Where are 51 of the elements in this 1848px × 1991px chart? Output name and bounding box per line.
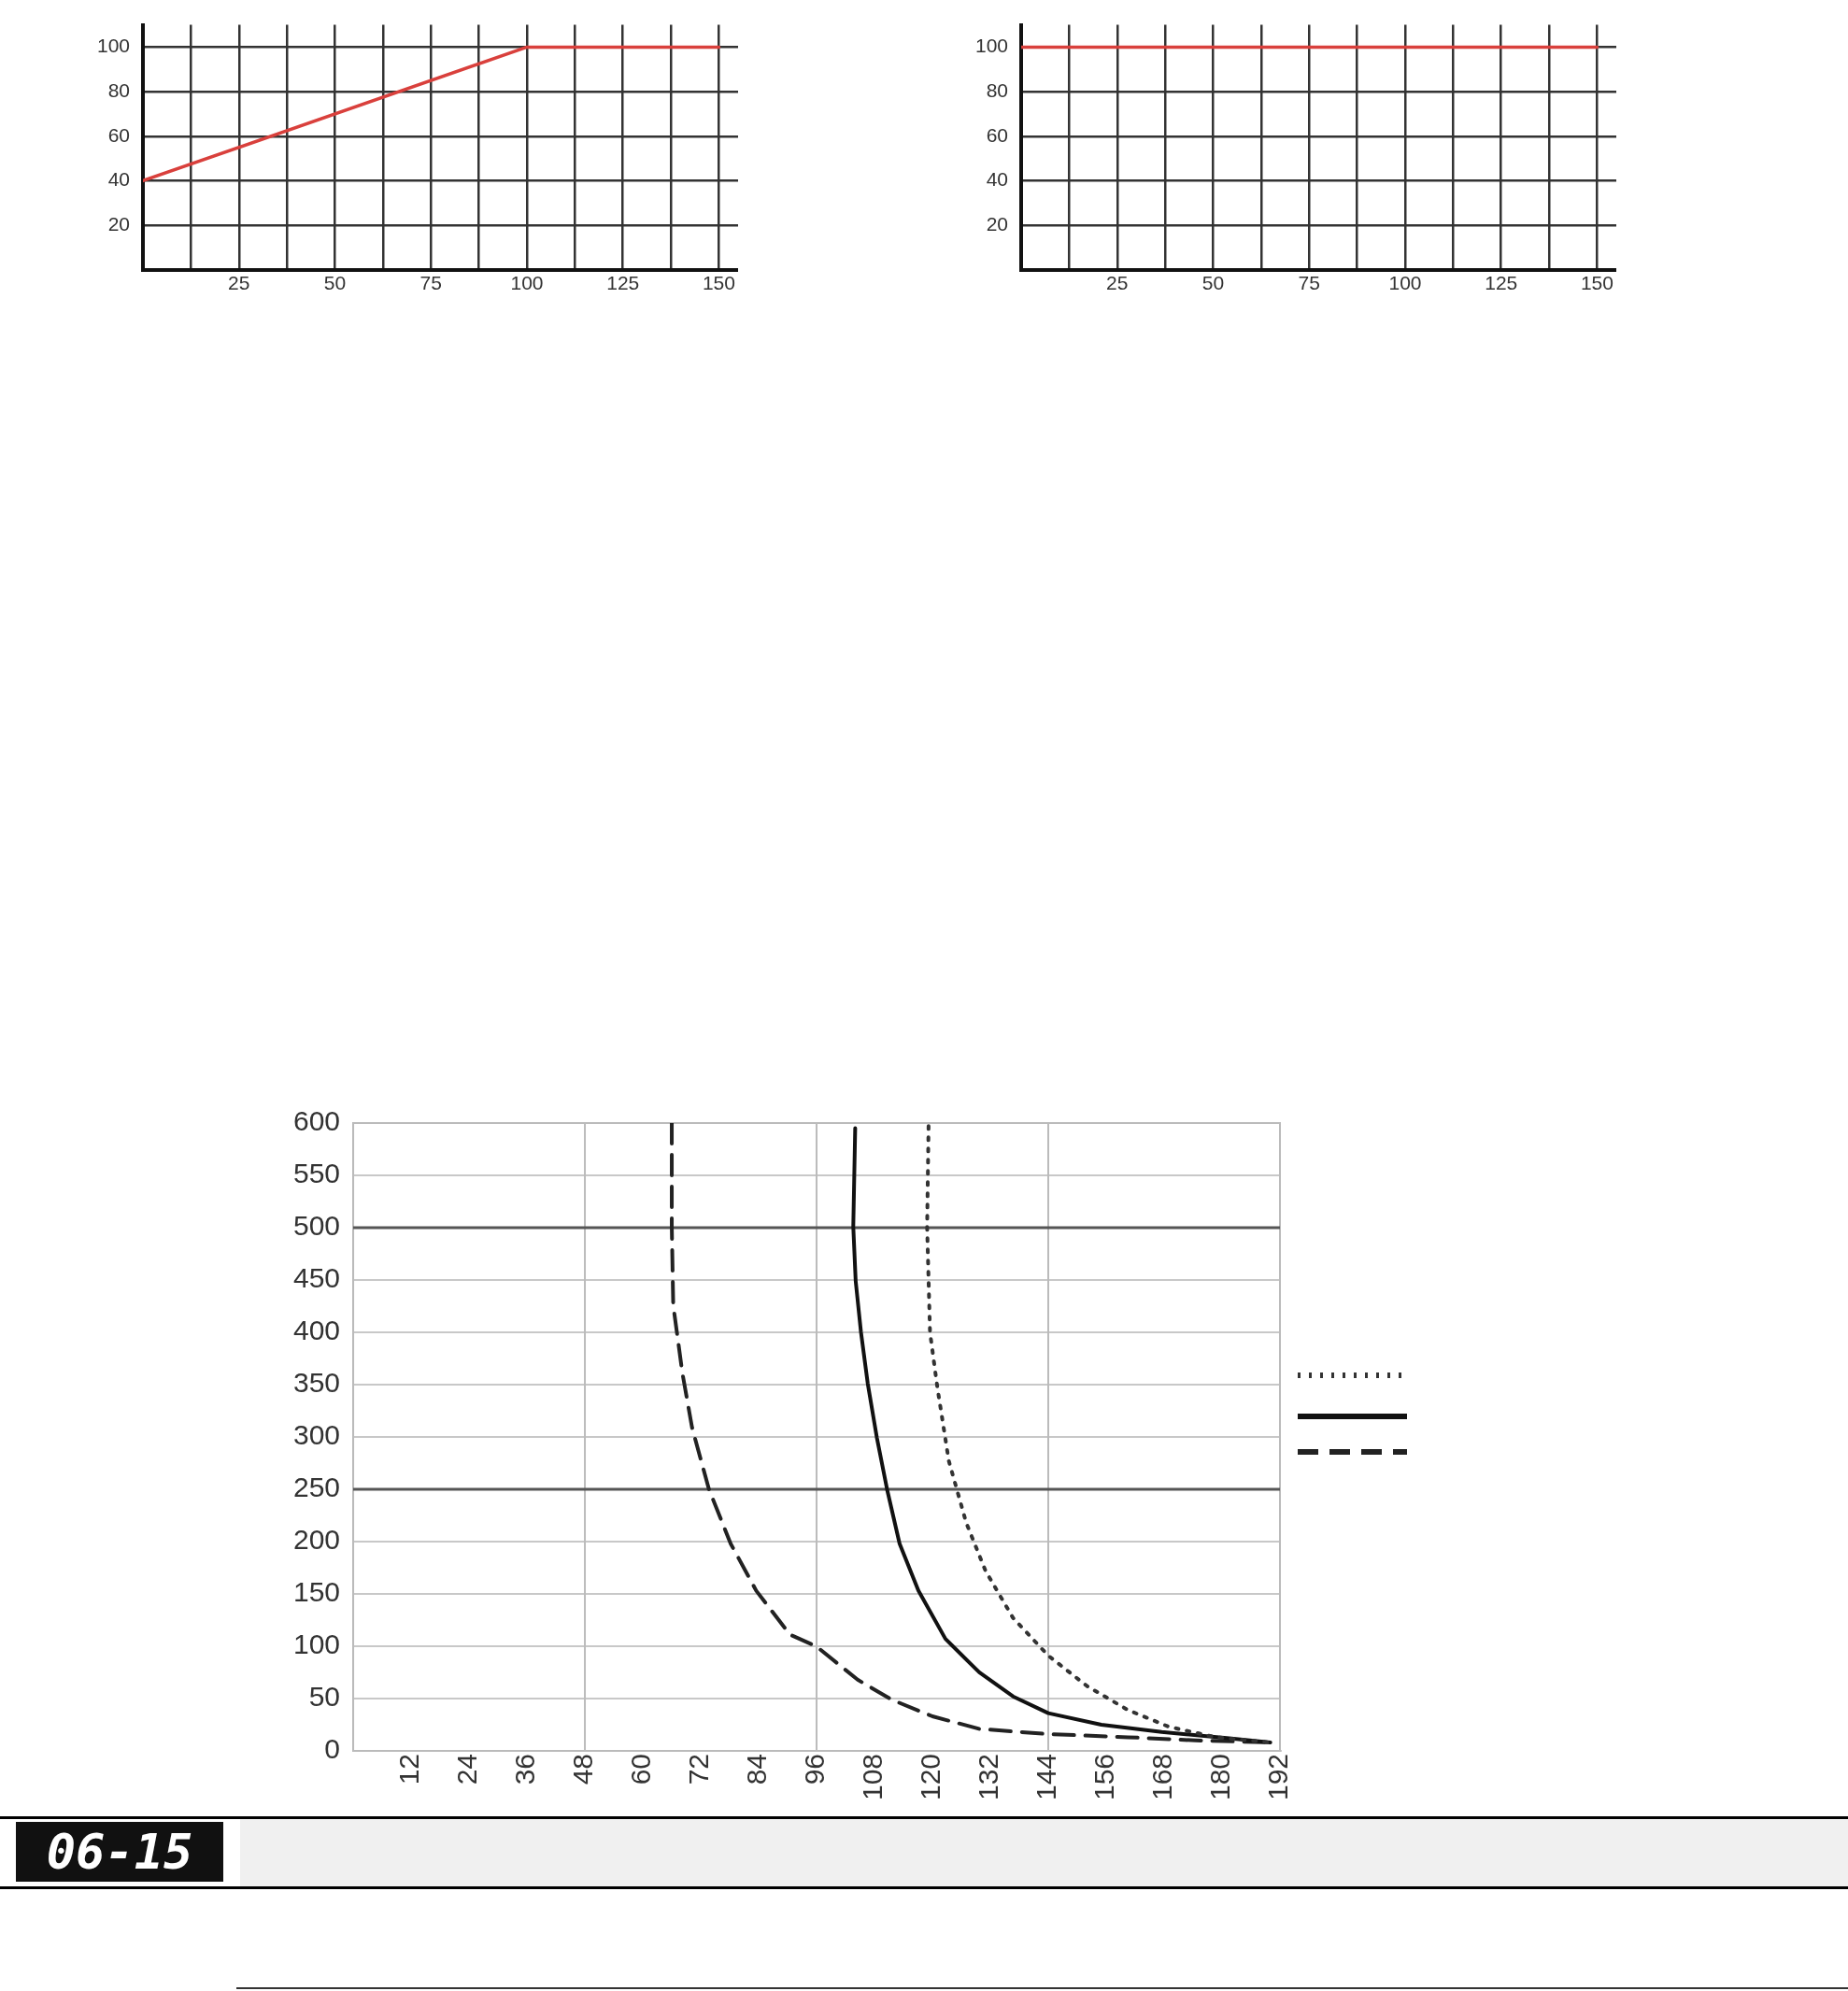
- y-tick-label: 60: [986, 123, 1009, 146]
- x-tick-label: 125: [1485, 272, 1518, 294]
- y-tick-label: 20: [107, 212, 131, 235]
- x-tick-label: 12: [393, 1753, 425, 1785]
- x-tick-label: 100: [1388, 272, 1422, 294]
- y-tick-label: 40: [107, 168, 131, 191]
- x-tick-label: 72: [683, 1753, 715, 1785]
- y-tick-label: 40: [986, 168, 1009, 191]
- x-tick-label: 156: [1088, 1753, 1120, 1801]
- x-tick-label: 125: [606, 272, 640, 294]
- y-tick-label: 100: [292, 1628, 341, 1660]
- x-tick-label: 84: [741, 1753, 773, 1785]
- y-tick-label: 100: [96, 35, 131, 57]
- y-tick-label: 450: [292, 1262, 341, 1294]
- text: 06-15: [16, 1822, 223, 1882]
- x-tick-label: 150: [702, 272, 735, 294]
- x-tick-label: 192: [1262, 1753, 1294, 1801]
- y-tick-label: 500: [292, 1210, 341, 1242]
- x-tick-label: 25: [228, 272, 250, 294]
- y-tick-label: 60: [107, 123, 131, 146]
- x-tick-label: 48: [567, 1753, 599, 1785]
- x-tick-label: 108: [857, 1753, 888, 1801]
- y-tick-label: 80: [107, 78, 131, 101]
- x-tick-label: 100: [510, 272, 544, 294]
- y-tick-label: 350: [292, 1367, 341, 1399]
- x-tick-label: 132: [973, 1753, 1004, 1801]
- x-tick-label: 36: [509, 1753, 541, 1785]
- x-tick-label: 25: [1106, 272, 1129, 294]
- x-tick-label: 24: [451, 1753, 483, 1785]
- y-tick-label: 0: [324, 1733, 341, 1765]
- x-tick-label: 75: [1298, 272, 1320, 294]
- y-tick-label: 400: [292, 1315, 341, 1346]
- y-tick-label: 300: [292, 1419, 341, 1451]
- y-tick-label: 550: [292, 1158, 341, 1189]
- y-tick-label: 250: [292, 1472, 341, 1503]
- x-tick-label: 60: [625, 1753, 657, 1785]
- y-tick-label: 50: [308, 1681, 341, 1713]
- y-tick-label: 80: [986, 78, 1009, 101]
- x-tick-label: 96: [799, 1753, 831, 1785]
- y-tick-label: 200: [292, 1524, 341, 1556]
- y-tick-label: 600: [292, 1105, 341, 1137]
- x-tick-label: 168: [1146, 1753, 1178, 1801]
- x-tick-label: 120: [915, 1753, 946, 1801]
- y-tick-label: 150: [292, 1576, 341, 1608]
- x-tick-label: 75: [419, 272, 442, 294]
- y-tick-label: 100: [974, 35, 1009, 57]
- x-tick-label: 50: [1201, 272, 1225, 294]
- x-tick-label: 144: [1031, 1753, 1062, 1801]
- x-tick-label: 150: [1580, 272, 1613, 294]
- y-tick-label: 20: [986, 212, 1009, 235]
- x-tick-label: 180: [1204, 1753, 1236, 1801]
